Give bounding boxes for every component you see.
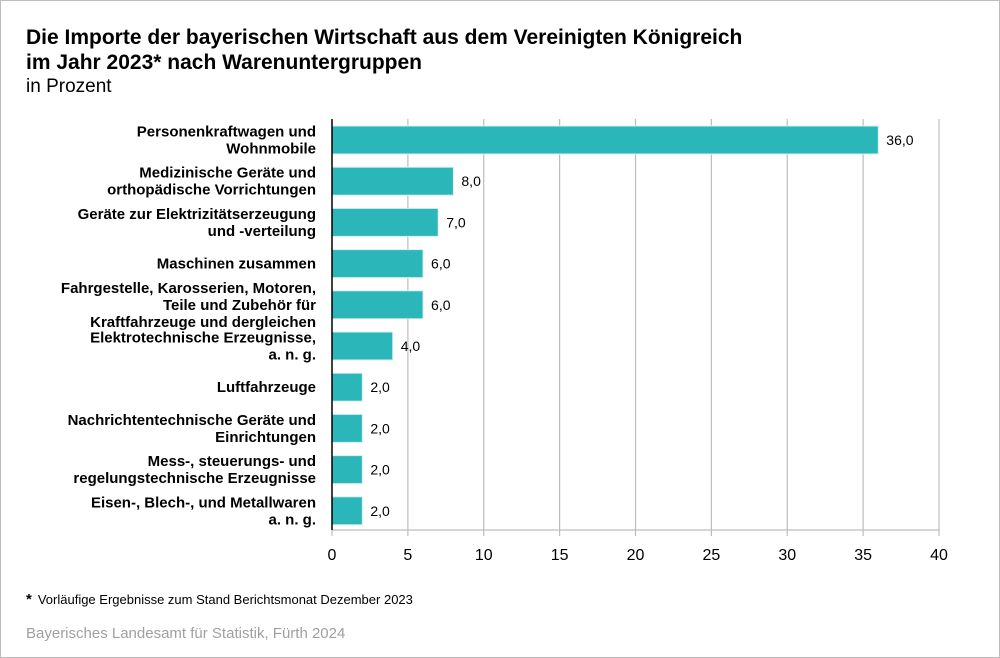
data-label: 6,0 (431, 297, 451, 313)
category-label: Elektrotechnische Erzeugnisse, a. n. g. (90, 330, 316, 364)
category-label-line: regelungstechnische Erzeugnisse (73, 470, 316, 487)
bar (331, 207, 439, 237)
data-label: 7,0 (446, 214, 466, 230)
category-label-line: a. n. g. (268, 347, 316, 364)
title-line-1: Die Importe der bayerischen Wirtschaft a… (26, 26, 743, 49)
category-label: Fahrgestelle, Karosserien, Motoren, Teile… (61, 280, 316, 331)
x-tick-label: 5 (403, 547, 412, 564)
x-tick-label: 35 (854, 547, 872, 564)
data-label: 2,0 (370, 420, 390, 436)
category-label: Personenkraftwagen und Wohnmobile (137, 124, 316, 158)
category-label-line: orthopädische Vorrichtungen (107, 182, 316, 199)
category-label-line: Medizinische Geräte und (139, 165, 316, 182)
x-tick-label: 30 (778, 547, 796, 564)
x-tick-label: 15 (551, 547, 569, 564)
bar (331, 331, 394, 361)
bar (331, 166, 454, 196)
category-label: Luftfahrzeuge (217, 379, 316, 396)
category-label: Geräte zur Elektrizitätserzeugung und -ve… (78, 206, 316, 240)
footnote-text: Vorläufige Ergebnisse zum Stand Berichts… (37, 592, 413, 607)
chart-title: Die Importe der bayerischen Wirtschaft a… (26, 25, 742, 75)
footnote-marker: * (26, 591, 32, 608)
category-label-line: Eisen-, Blech-, und Metallwaren (91, 494, 316, 511)
data-label: 36,0 (886, 132, 913, 148)
category-label-line: Geräte zur Elektrizitätserzeugung (78, 206, 316, 223)
bar (331, 249, 424, 279)
x-tick-label: 10 (475, 547, 493, 564)
data-label: 8,0 (461, 173, 481, 189)
bar (331, 290, 424, 320)
category-label-line: Mess-, steuerungs- und (148, 453, 316, 470)
bar (331, 372, 363, 402)
category-label: Mess-, steuerungs- und regelungstechnisch… (73, 453, 316, 487)
category-label: Nachrichtentechnische Geräte und Einricht… (68, 412, 316, 446)
data-label: 2,0 (370, 503, 390, 519)
footnote: * Vorläufige Ergebnisse zum Stand Bericht… (26, 591, 413, 608)
data-label: 2,0 (370, 462, 390, 478)
category-label-line: Personenkraftwagen und (137, 124, 316, 141)
category-label-line: Teile und Zubehör für (163, 297, 316, 314)
source-note: Bayerisches Landesamt für Statistik, Für… (26, 625, 346, 642)
bar (331, 455, 363, 485)
category-label-line: Luftfahrzeuge (217, 379, 316, 396)
category-label-line: Nachrichtentechnische Geräte und (68, 412, 316, 429)
data-label: 2,0 (370, 379, 390, 395)
x-tick-label: 40 (930, 547, 948, 564)
category-label-line: Einrichtungen (215, 429, 316, 446)
category-label-line: a. n. g. (268, 511, 316, 528)
data-label: 4,0 (401, 338, 421, 354)
category-label-line: und -verteilung (208, 223, 316, 240)
bar (331, 125, 879, 155)
category-label: Maschinen zusammen (157, 256, 316, 273)
category-label: Eisen-, Blech-, und Metallwaren a. n. g. (91, 494, 316, 528)
title-line-2: im Jahr 2023* nach Warenuntergruppen (26, 51, 422, 74)
category-label-line: Wohnmobile (226, 141, 316, 158)
x-tick-label: 0 (328, 547, 337, 564)
category-label-line: Maschinen zusammen (157, 256, 316, 273)
x-tick-label: 20 (627, 547, 645, 564)
category-label: Medizinische Geräte und orthopädische Vor… (107, 165, 316, 199)
chart-subtitle: in Prozent (26, 76, 112, 97)
category-label-line: Fahrgestelle, Karosserien, Motoren, (61, 280, 316, 297)
x-tick-label: 25 (702, 547, 720, 564)
bar (331, 496, 363, 526)
bar (331, 413, 363, 443)
category-label-line: Elektrotechnische Erzeugnisse, (90, 330, 316, 347)
category-label-line: Kraftfahrzeuge und dergleichen (90, 314, 316, 331)
data-label: 6,0 (431, 256, 451, 272)
